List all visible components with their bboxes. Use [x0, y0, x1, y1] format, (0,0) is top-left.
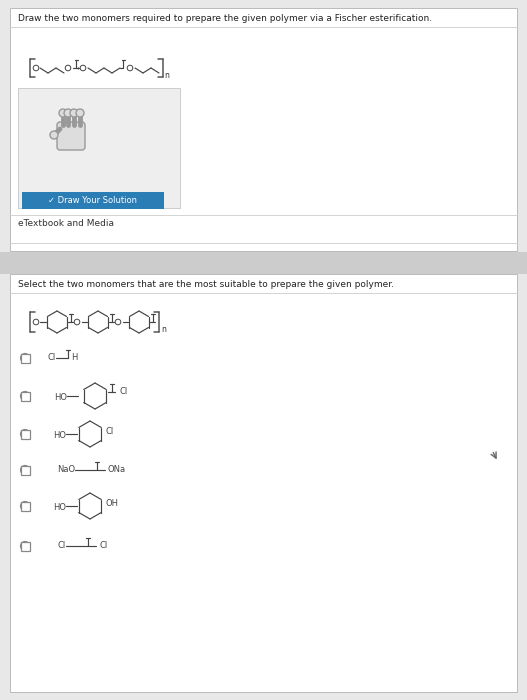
Circle shape: [74, 319, 80, 325]
Text: n: n: [164, 71, 169, 80]
Circle shape: [80, 65, 86, 71]
FancyBboxPatch shape: [57, 122, 85, 150]
Bar: [21, 501, 30, 510]
Bar: [21, 354, 30, 363]
Text: H: H: [71, 354, 77, 363]
Circle shape: [21, 501, 30, 510]
Text: NaO: NaO: [57, 466, 75, 475]
Text: Draw the two monomers required to prepare the given polymer via a Fischer esteri: Draw the two monomers required to prepar…: [18, 14, 432, 23]
Bar: [21, 391, 30, 400]
Text: eTextbook and Media: eTextbook and Media: [18, 219, 114, 228]
Bar: [18, 88, 180, 208]
Circle shape: [59, 109, 67, 117]
Circle shape: [65, 65, 71, 71]
Circle shape: [21, 542, 30, 550]
Circle shape: [50, 131, 58, 139]
Text: Cl: Cl: [119, 388, 127, 396]
Text: HO: HO: [54, 393, 67, 402]
Text: Cl: Cl: [106, 426, 114, 435]
Bar: [0, 252, 527, 274]
Bar: [10, 274, 517, 692]
Text: Cl: Cl: [58, 542, 66, 550]
Circle shape: [21, 430, 30, 438]
Text: HO: HO: [53, 503, 66, 512]
Circle shape: [76, 109, 84, 117]
Text: Cl: Cl: [99, 542, 108, 550]
Text: n: n: [161, 325, 166, 334]
Circle shape: [21, 391, 30, 400]
Bar: [21, 430, 30, 438]
Circle shape: [127, 65, 133, 71]
Circle shape: [21, 466, 30, 475]
Bar: [10, 8, 517, 251]
Text: HO: HO: [53, 431, 66, 440]
Circle shape: [21, 354, 30, 363]
Text: OH: OH: [106, 498, 119, 508]
Bar: [21, 466, 30, 475]
Text: ONa: ONa: [108, 466, 126, 475]
Bar: [21, 542, 30, 550]
Text: ✓ Draw Your Solution: ✓ Draw Your Solution: [48, 196, 138, 205]
Text: Cl: Cl: [48, 354, 56, 363]
Circle shape: [64, 109, 72, 117]
Circle shape: [33, 65, 39, 71]
Text: Select the two monomers that are the most suitable to prepare the given polymer.: Select the two monomers that are the mos…: [18, 280, 394, 289]
Bar: [22, 192, 164, 209]
Circle shape: [70, 109, 78, 117]
Circle shape: [115, 319, 121, 325]
Circle shape: [33, 319, 39, 325]
